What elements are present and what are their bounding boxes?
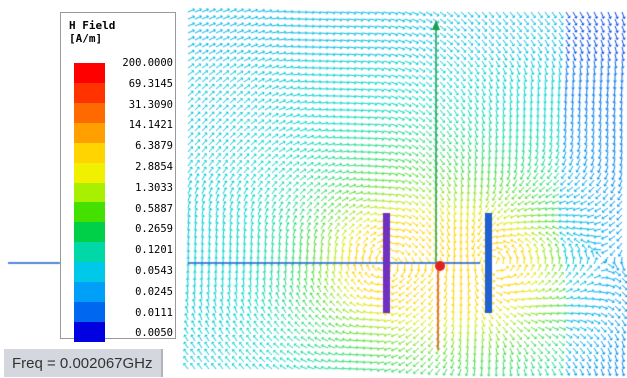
color-bar-segment [74,122,105,143]
color-legend: H Field [A/m] 200.0000 69.3145 31.3090 1… [60,12,176,342]
color-bar-segment [74,142,105,163]
color-bar-segment [74,162,105,183]
legend-value: 0.0245 [135,285,173,298]
legend-value: 0.0543 [135,265,173,277]
color-bar-segment [74,82,105,103]
legend-value: 69.3145 [128,77,173,90]
frequency-label: Freq = 0.002067GHz [4,349,163,377]
color-bar-segment [74,63,105,83]
legend-title-unit: [A/m] [69,32,103,45]
legend-value: 6.3879 [135,140,173,153]
legend-value: 0.1201 [135,244,173,257]
legend-value: 14.1421 [128,119,173,132]
color-bar-segment [74,302,105,322]
legend-title: H Field [A/m] [69,19,115,45]
color-bar-segment [74,242,105,263]
legend-value: 31.3090 [128,98,173,111]
color-bar-segment [74,321,105,342]
legend-value: 0.0111 [135,306,173,319]
legend-value: 0.0050 [135,327,173,340]
color-bar-segment [74,202,105,223]
legend-value: 1.3033 [135,181,173,194]
color-bar-segment [74,222,105,243]
color-scale-bar [74,63,105,342]
color-bar-segment [74,102,105,123]
legend-value: 0.2659 [135,223,173,236]
legend-value: 0.5887 [135,202,173,215]
legend-value: 200.0000 [122,57,173,69]
color-bar-segment [74,182,105,203]
legend-title-quantity: H Field [69,19,116,32]
color-bar-segment [74,282,105,303]
legend-value: 2.8854 [135,161,173,173]
color-bar-segment [74,262,105,283]
